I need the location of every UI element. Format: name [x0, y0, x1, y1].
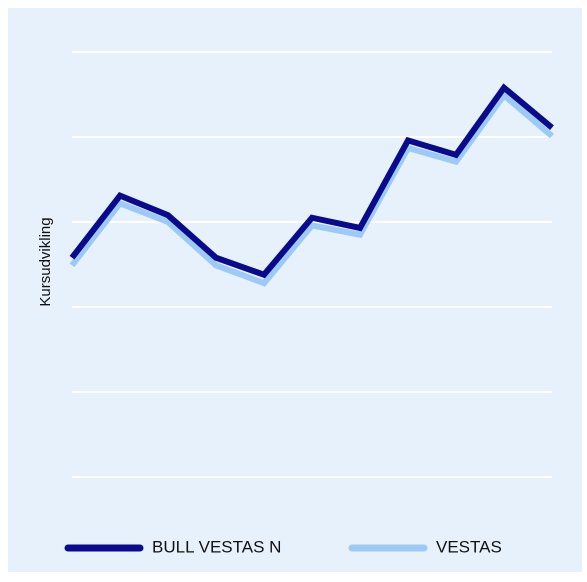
series-line	[69, 83, 554, 279]
series-line	[69, 90, 554, 287]
background	[8, 8, 582, 572]
legend-label: VESTAS	[436, 537, 502, 556]
legend-label: BULL VESTAS N	[152, 537, 281, 556]
y-axis-label: Kursudvikling	[37, 217, 54, 306]
